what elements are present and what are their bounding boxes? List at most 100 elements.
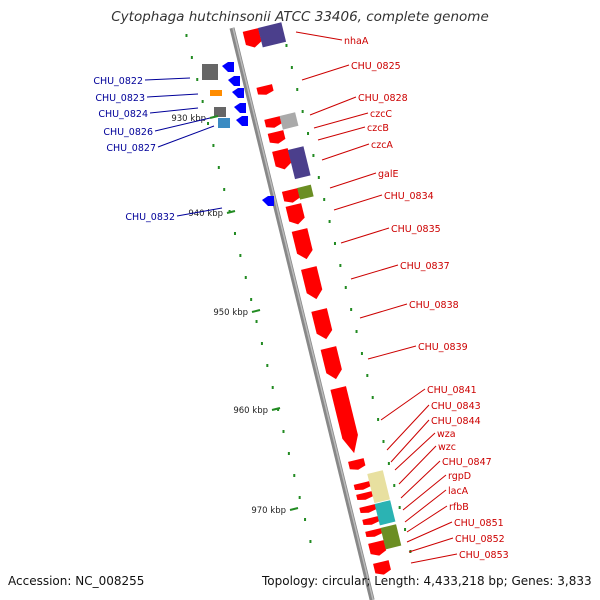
forward-gene-arrow [272,148,292,170]
scale-dot-right [285,44,288,47]
reverse-gene-label: CHU_0832 [125,212,175,223]
scale-dot-left [185,34,188,37]
forward-label-leader [402,474,447,511]
forward-gene-label: czcB [367,123,389,134]
forward-gene-arrow [291,228,313,260]
scale-dot-left [271,386,274,389]
forward-label-leader [394,432,436,471]
gene-feature-box [279,112,299,130]
forward-label-leader [317,126,366,141]
forward-gene-arrow [353,481,371,491]
scale-dot-left [201,100,204,103]
scale-dot-right [360,352,363,355]
forward-gene-arrow [311,308,333,340]
scale-dot-left [250,298,253,301]
forward-gene-arrow [320,346,342,380]
scale-dot-right [387,462,390,465]
scale-tick-label: 960 kbp [233,406,268,416]
reverse-gene-label: CHU_0822 [93,76,143,87]
reverse-gene-arrow [222,62,234,72]
forward-gene-label: nhaA [344,36,369,47]
scale-dot-right [398,506,401,509]
forward-gene-arrow [264,116,282,128]
reverse-gene-arrow [236,116,248,126]
genome-title: Cytophaga hutchinsonii ATCC 33406, compl… [111,9,489,25]
forward-gene-label: CHU_0843 [431,401,481,412]
forward-gene-arrow [285,203,305,225]
forward-gene-arrow [301,266,323,300]
forward-label-leader [410,553,458,564]
forward-gene-arrow [359,504,377,514]
scale-dot-left [266,364,269,367]
forward-gene-label: wza [437,429,456,440]
forward-gene-label: czcC [370,109,392,120]
scale-dot-right [377,418,380,421]
forward-label-leader [400,460,441,499]
scale-dot-right [339,264,342,267]
forward-gene-arrow [362,516,380,526]
reverse-feature-box [202,64,218,80]
scale-dot-right [350,308,353,311]
scale-dot-left [298,496,301,499]
scale-tick-label: 940 kbp [188,209,223,219]
scale-dot-left [239,254,242,257]
forward-gene-arrow [348,458,366,470]
forward-gene-arrow [267,130,286,144]
scale-dot-right [312,154,315,157]
forward-label-leader [386,404,430,451]
forward-gene-label: wzc [438,442,456,453]
scale-dot-right [317,176,320,179]
scale-dot-right [344,286,347,289]
scale-dot-left [260,342,263,345]
reverse-label-leader [157,125,215,148]
scale-tick-label: 970 kbp [251,506,286,516]
scale-dot-right [366,374,369,377]
forward-gene-label: CHU_0837 [400,261,450,272]
forward-gene-arrow [242,28,262,48]
gene-feature-box [367,470,390,504]
forward-label-leader [301,64,350,81]
scale-tick [251,309,261,313]
forward-label-leader [398,445,437,485]
genome-backbone-highlight [232,27,374,600]
scale-tick [289,507,299,511]
forward-label-leader [404,489,447,523]
scale-dot-right [290,66,293,69]
forward-label-leader [380,388,426,421]
accession-text: Accession: NC_008255 [8,574,145,588]
forward-label-leader [340,227,390,244]
scale-tick-label: 930 kbp [171,114,206,124]
forward-label-leader [406,521,453,543]
forward-gene-label: CHU_0825 [351,61,401,72]
forward-gene-arrow [373,560,391,575]
reverse-gene-label: CHU_0827 [106,143,156,154]
scale-tick-label: 950 kbp [213,308,248,318]
reverse-label-leader [149,107,199,114]
scale-dot-right [328,220,331,223]
forward-gene-arrow [281,188,300,203]
reverse-gene-arrow [262,196,274,206]
forward-gene-arrow [356,491,373,501]
scale-dot-left [233,232,236,235]
forward-label-leader [329,172,377,189]
scale-dot-right [307,132,310,135]
forward-gene-arrow [365,528,383,538]
forward-gene-arrow [368,540,387,556]
forward-label-leader [295,31,343,41]
forward-gene-label: czcA [371,140,393,151]
reverse-label-leader [154,117,211,132]
forward-label-leader [408,537,454,553]
scale-dot-right [323,198,326,201]
reverse-label-leader [144,77,191,81]
forward-gene-arrow [256,84,274,95]
forward-label-leader [406,505,448,533]
reverse-label-leader [146,93,199,98]
scale-dot-right [393,484,396,487]
scale-dot-right [371,396,374,399]
reverse-feature-box [218,118,230,128]
forward-label-leader [333,194,383,211]
scale-dot-left [212,144,215,147]
gene-feature-box [380,524,402,550]
